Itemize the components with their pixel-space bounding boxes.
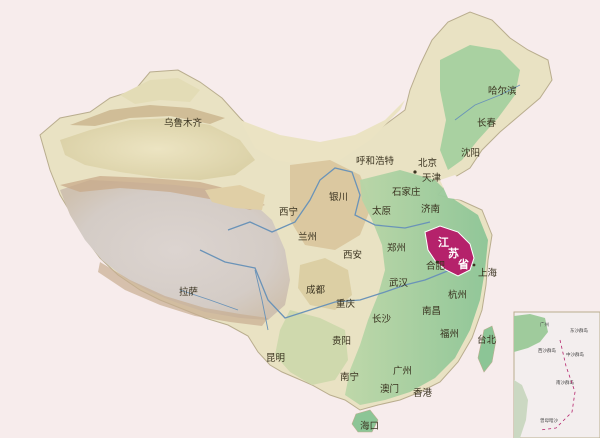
songhua-river xyxy=(454,84,521,121)
sichuan-basin xyxy=(298,258,352,310)
tarim-desert xyxy=(60,118,255,180)
northeast-plain xyxy=(440,45,520,170)
city-label-shijiazhuang: 石家庄 xyxy=(392,186,421,198)
city-label-wuhan: 武汉 xyxy=(389,277,409,289)
city-label-taiyuan: 太原 xyxy=(372,205,391,217)
yangtze-river xyxy=(199,249,471,319)
city-label-guiyang: 贵阳 xyxy=(332,335,351,347)
bohai-sea xyxy=(440,175,470,200)
himalaya-range xyxy=(98,262,268,326)
river-tributary xyxy=(179,289,239,311)
city-label-harbin: 哈尔滨 xyxy=(488,85,517,97)
tibet-plateau xyxy=(60,180,290,320)
city-label-fuzhou: 福州 xyxy=(440,328,459,340)
city-dots xyxy=(413,170,476,267)
city-label-chengdu: 成都 xyxy=(306,284,326,296)
junggar-basin xyxy=(120,78,200,104)
jiangsu-label: 省 xyxy=(457,257,469,271)
city-label-kunming: 昆明 xyxy=(266,353,285,364)
city-label-lhasa: 拉萨 xyxy=(179,286,199,298)
city-label-nanning: 南宁 xyxy=(340,371,359,383)
city-label-beijing: 北京 xyxy=(418,157,437,169)
city-label-guangzhou: 广州 xyxy=(393,365,412,377)
east-lowland xyxy=(345,170,488,405)
loess-plateau xyxy=(290,160,372,250)
kunlun-range xyxy=(60,176,265,210)
taiwan-island xyxy=(477,325,497,373)
city-label-hangzhou: 杭州 xyxy=(448,289,467,301)
city-label-zhengzhou: 郑州 xyxy=(387,242,406,254)
inset-label-nansha: 南沙群岛 xyxy=(556,379,574,386)
city-label-urumqi: 乌鲁木齐 xyxy=(164,117,203,129)
jiangsu-label: 苏 xyxy=(448,246,459,260)
city-label-chongqing: 重庆 xyxy=(336,298,356,310)
inset-label-dongsha: 东沙群岛 xyxy=(570,327,588,334)
city-label-changsha: 长沙 xyxy=(372,313,392,325)
city-label-hefei: 合肥 xyxy=(426,260,446,272)
inset-label-xisha: 西沙群岛 xyxy=(538,347,556,354)
city-label-macau: 澳门 xyxy=(380,383,399,395)
city-label-shenyang: 沈阳 xyxy=(461,147,480,159)
city-label-xining: 西宁 xyxy=(279,206,298,218)
inset-label-zengmu: 曾母暗沙 xyxy=(540,417,558,424)
inset-coast xyxy=(514,314,548,352)
city-label-haikou: 海口 xyxy=(360,420,379,432)
city-dot-hefei xyxy=(435,260,439,264)
city-label-hongkong: 香港 xyxy=(413,387,433,399)
city-label-tianjin: 天津 xyxy=(422,173,442,184)
city-labels: 乌鲁木齐 哈尔滨 长春 沈阳 呼和浩特 北京 天津 银川 石家庄 太原 济南 西… xyxy=(164,85,517,432)
inset-coast xyxy=(514,380,528,438)
hainan-island xyxy=(351,409,379,433)
city-dot-shanghai xyxy=(472,263,476,267)
city-label-jinan: 济南 xyxy=(421,203,440,215)
qaidam-basin xyxy=(205,185,265,210)
southwest-hills xyxy=(275,310,348,385)
inner-mongolia xyxy=(240,80,415,165)
city-label-xian: 西安 xyxy=(343,249,362,261)
city-label-taibei: 台北 xyxy=(477,334,497,346)
city-label-yinchuan: 银川 xyxy=(329,191,348,203)
city-label-hohhot: 呼和浩特 xyxy=(356,155,395,167)
jiangsu-province[interactable] xyxy=(424,225,475,277)
river-tributary xyxy=(254,269,269,331)
inset-label-zhongsha: 中沙群岛 xyxy=(566,351,584,358)
city-label-nanchang: 南昌 xyxy=(422,305,441,317)
yellow-river xyxy=(227,167,431,233)
south-china-sea-inset: 广州 东沙群岛 西沙群岛 中沙群岛 南沙群岛 曾母暗沙 xyxy=(513,311,600,438)
inset-label-guangzhou: 广州 xyxy=(540,321,549,328)
city-label-changchun: 长春 xyxy=(477,117,497,129)
city-dot-beijing xyxy=(413,170,417,174)
jiangsu-label: 江 xyxy=(438,235,449,249)
city-label-lanzhou: 兰州 xyxy=(298,231,317,243)
city-label-shanghai: 上海 xyxy=(478,267,498,279)
tianshan-range xyxy=(70,105,225,126)
